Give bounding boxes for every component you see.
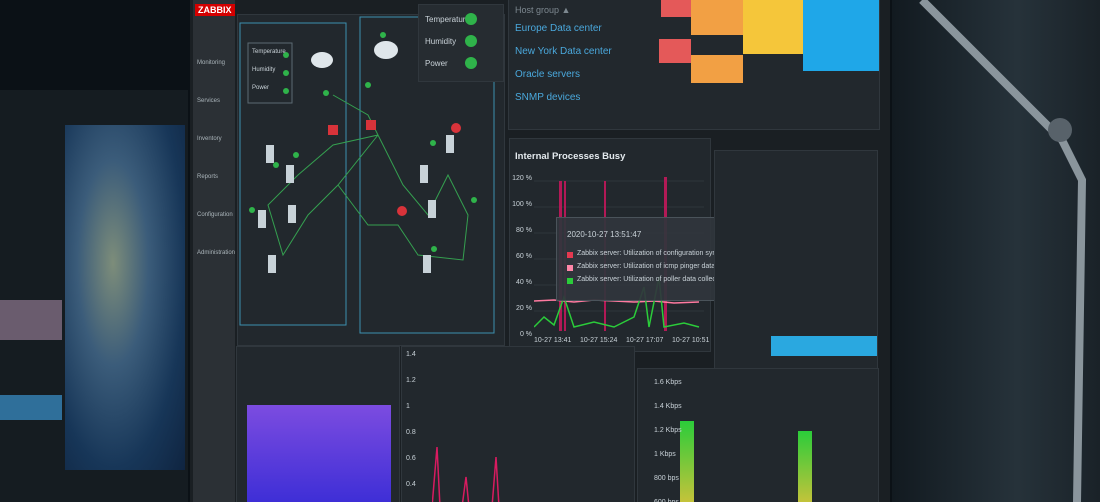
cell bbox=[803, 0, 879, 71]
legend-box bbox=[247, 42, 293, 104]
y-tick-label: 0 % bbox=[519, 331, 532, 338]
status-ok bbox=[465, 13, 477, 25]
menu-item: Reports bbox=[197, 174, 219, 180]
problems-table: Host group ▲ Europe Data center New York D… bbox=[508, 0, 880, 130]
tooltip-line: Zabbix server: Utilization of configurat… bbox=[577, 250, 803, 257]
tooltip-line: Zabbix server: Utilization of icmp pinge… bbox=[577, 263, 795, 270]
area bbox=[771, 336, 877, 356]
cell bbox=[691, 55, 743, 83]
y-tick-label: 60 % bbox=[516, 253, 532, 260]
y-tick-label: 0.8 bbox=[406, 429, 416, 436]
background bbox=[892, 0, 1100, 502]
x-tick-label: 10-27 17:07 bbox=[626, 337, 664, 344]
y-tick-label: 1.2 Kbps bbox=[654, 427, 682, 434]
graph-panel: 1.4 1.2 1 0.8 0.6 0.4 bbox=[401, 346, 635, 502]
legend-swatch bbox=[567, 278, 573, 284]
legend-label: Humidity bbox=[252, 67, 276, 73]
y-tick-label: 0.6 bbox=[406, 455, 416, 462]
legend-swatch bbox=[567, 252, 573, 258]
panel-title: Internal Processes Busy bbox=[515, 151, 626, 162]
y-tick-label: 80 % bbox=[516, 227, 532, 234]
status-ok bbox=[249, 32, 477, 252]
status-ok bbox=[465, 35, 477, 47]
spike-graph bbox=[432, 446, 500, 502]
host-group-link: SNMP devices bbox=[515, 92, 581, 103]
legend-swatch bbox=[567, 265, 573, 271]
status-ok bbox=[465, 57, 477, 69]
legend-label: Temperature bbox=[425, 15, 470, 24]
left-graph-area bbox=[0, 395, 62, 420]
legend-label: Power bbox=[252, 85, 270, 91]
legend-label: Power bbox=[425, 59, 448, 68]
host-group-link: New York Data center bbox=[515, 46, 612, 57]
y-tick-label: 20 % bbox=[516, 305, 532, 312]
monitor-arm bbox=[919, 0, 1087, 502]
y-tick-label: 600 bps bbox=[654, 499, 679, 502]
legend-label: Humidity bbox=[425, 37, 457, 46]
host-group-link: Oracle servers bbox=[515, 69, 581, 80]
y-tick-label: 0.4 bbox=[406, 481, 416, 488]
graph-panel bbox=[714, 150, 878, 378]
y-tick-label: 1 bbox=[406, 403, 410, 410]
y-tick-label: 1 Kbps bbox=[654, 451, 676, 458]
cell bbox=[659, 39, 691, 63]
map-box bbox=[239, 22, 347, 326]
menu-item: Configuration bbox=[197, 212, 233, 218]
graph-panel: 1.6 Kbps 1.4 Kbps 1.2 Kbps 1 Kbps 800 bps 600… bbox=[637, 368, 879, 502]
y-tick-label: 1.4 Kbps bbox=[654, 403, 682, 410]
y-tick-label: 40 % bbox=[516, 279, 532, 286]
area bbox=[680, 421, 694, 502]
menu-item: Administration bbox=[197, 250, 236, 256]
menu-item: Services bbox=[197, 98, 221, 104]
logo: ZABBIX bbox=[195, 4, 235, 16]
y-tick-label: 1.4 bbox=[406, 351, 416, 358]
sidebar bbox=[193, 0, 235, 502]
graph-panel bbox=[236, 346, 400, 502]
legend-label: Temperature bbox=[252, 49, 286, 55]
cell bbox=[661, 0, 691, 17]
alerts bbox=[328, 120, 461, 216]
column-header: Host group ▲ bbox=[515, 5, 571, 15]
series-line bbox=[534, 276, 700, 328]
menu-item: Inventory bbox=[197, 136, 222, 142]
area bbox=[247, 405, 391, 502]
menu-item: Monitoring bbox=[197, 60, 226, 66]
links bbox=[267, 94, 469, 261]
x-tick-label: 10-27 13:41 bbox=[534, 337, 572, 344]
y-tick-label: 800 bps bbox=[654, 475, 679, 482]
tooltip-time: 2020-10-27 13:51:47 bbox=[567, 230, 642, 239]
series-line bbox=[432, 446, 500, 502]
cell bbox=[691, 0, 743, 35]
clouds bbox=[311, 41, 398, 68]
y-tick-label: 120 % bbox=[512, 175, 532, 182]
left-graph-area bbox=[0, 300, 62, 340]
servers bbox=[258, 135, 454, 273]
world-map bbox=[65, 125, 185, 470]
x-tick-label: 10-27 15:24 bbox=[580, 337, 618, 344]
area bbox=[798, 431, 812, 502]
legend-popup: Temperature Humidity Power bbox=[418, 4, 504, 82]
cell bbox=[743, 0, 803, 54]
x-tick-label: 10-27 10:51 bbox=[672, 337, 710, 344]
y-tick-label: 100 % bbox=[512, 201, 532, 208]
y-tick-label: 1.6 Kbps bbox=[654, 379, 682, 386]
tooltip-line: Zabbix server: Utilization of poller dat… bbox=[577, 276, 776, 283]
y-tick-label: 1.2 bbox=[406, 377, 416, 384]
host-group-link: Europe Data center bbox=[515, 23, 602, 34]
